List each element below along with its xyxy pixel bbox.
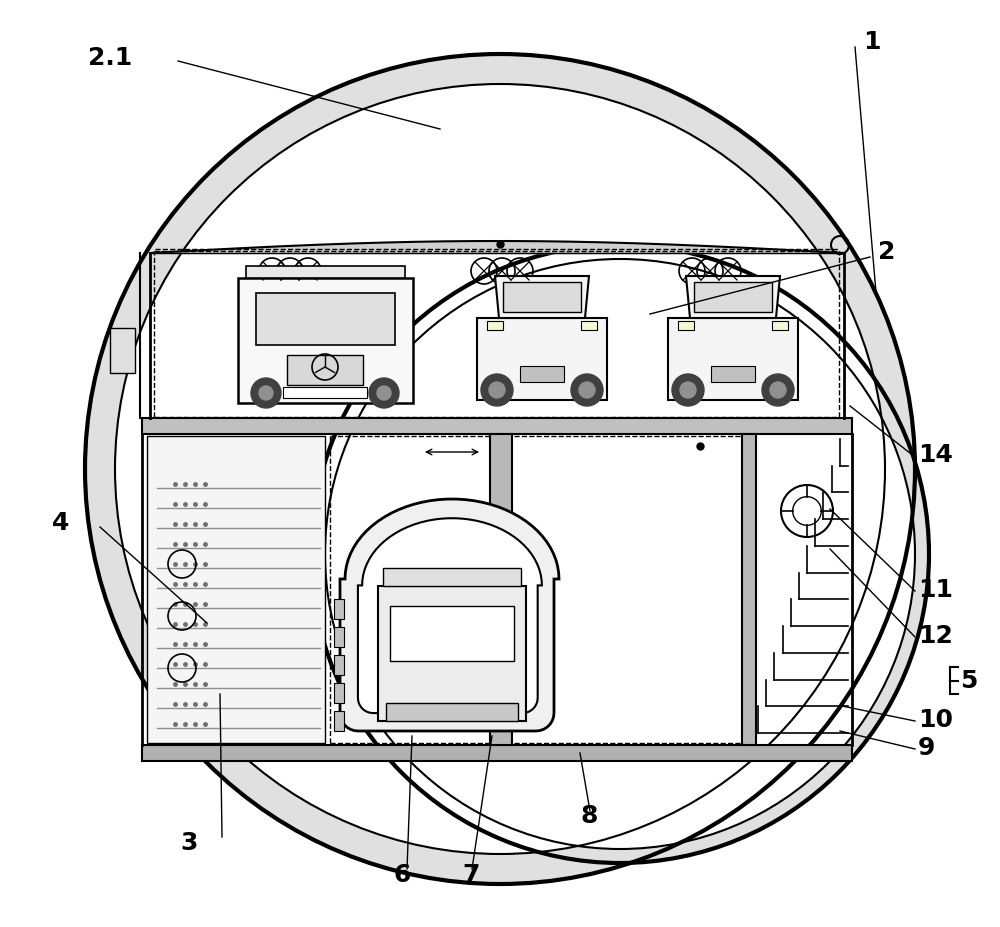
- Bar: [390, 606, 514, 661]
- Text: 12: 12: [918, 623, 953, 647]
- Bar: [386, 704, 518, 721]
- Bar: [503, 283, 581, 312]
- Circle shape: [377, 387, 391, 400]
- Polygon shape: [358, 519, 542, 713]
- Circle shape: [489, 383, 505, 399]
- Bar: [110, 329, 135, 374]
- Bar: [581, 322, 597, 331]
- Bar: [334, 655, 344, 675]
- Text: 2: 2: [878, 240, 895, 263]
- Polygon shape: [340, 500, 559, 731]
- Text: 3: 3: [180, 830, 197, 854]
- Bar: [668, 319, 798, 400]
- Circle shape: [770, 383, 786, 399]
- Circle shape: [115, 85, 885, 854]
- Bar: [490, 435, 512, 745]
- Circle shape: [259, 387, 273, 400]
- Bar: [238, 279, 413, 403]
- Circle shape: [680, 383, 696, 399]
- Bar: [334, 628, 344, 647]
- Text: 14: 14: [918, 442, 953, 466]
- Bar: [334, 683, 344, 704]
- Text: 1: 1: [863, 30, 881, 54]
- Bar: [283, 387, 367, 399]
- Bar: [378, 587, 526, 721]
- Text: 9: 9: [918, 735, 935, 759]
- Bar: [142, 745, 852, 761]
- Bar: [711, 366, 755, 383]
- Text: 6: 6: [393, 862, 410, 886]
- Bar: [246, 267, 405, 279]
- Circle shape: [325, 260, 915, 849]
- Text: 7: 7: [462, 862, 479, 886]
- Bar: [142, 419, 852, 435]
- Bar: [477, 319, 607, 400]
- Bar: [287, 356, 363, 386]
- Text: 11: 11: [918, 578, 953, 602]
- Text: 2.1: 2.1: [88, 46, 132, 70]
- Text: 5: 5: [960, 668, 977, 692]
- Bar: [147, 437, 325, 743]
- Circle shape: [762, 375, 794, 407]
- Circle shape: [481, 375, 513, 407]
- Bar: [334, 711, 344, 731]
- Bar: [256, 294, 395, 346]
- Text: 8: 8: [580, 803, 597, 827]
- Bar: [678, 322, 694, 331]
- Circle shape: [672, 375, 704, 407]
- Circle shape: [85, 55, 915, 884]
- Bar: [487, 322, 503, 331]
- Text: 10: 10: [918, 707, 953, 731]
- Bar: [772, 322, 788, 331]
- Circle shape: [571, 375, 603, 407]
- Bar: [383, 568, 521, 587]
- Circle shape: [579, 383, 595, 399]
- Polygon shape: [686, 276, 780, 319]
- Circle shape: [311, 246, 929, 863]
- Bar: [742, 435, 756, 745]
- Bar: [334, 600, 344, 619]
- Text: 4: 4: [52, 511, 69, 535]
- Circle shape: [251, 378, 281, 409]
- Bar: [694, 283, 772, 312]
- Bar: [520, 366, 564, 383]
- Circle shape: [369, 378, 399, 409]
- Polygon shape: [495, 276, 589, 319]
